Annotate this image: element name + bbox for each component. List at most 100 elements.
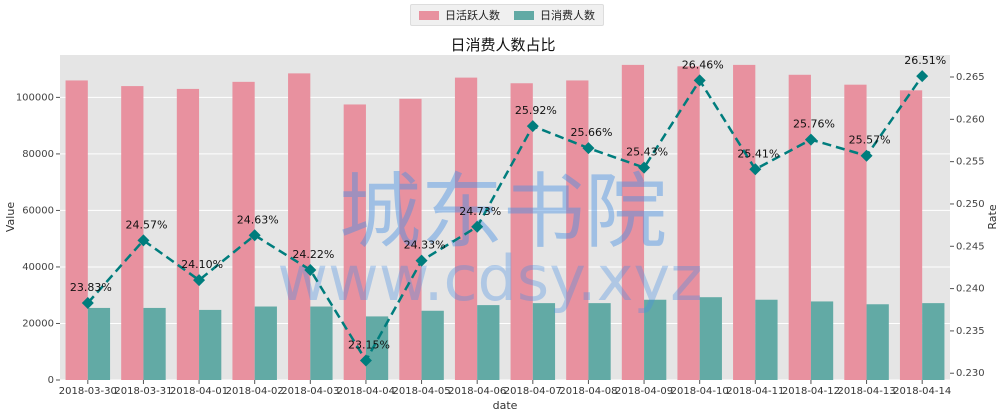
- legend-swatch-consumers: [514, 10, 534, 20]
- bar-active-users: [232, 81, 255, 380]
- legend-label-active: 日活跃人数: [445, 9, 500, 22]
- bar-active-users: [899, 90, 923, 381]
- legend-item-active: 日活跃人数: [419, 7, 500, 23]
- bar-active-users: [510, 83, 533, 381]
- bar-consumers: [922, 303, 945, 380]
- legend: 日活跃人数 日消费人数: [410, 4, 604, 26]
- bar-consumers: [588, 303, 611, 380]
- rate-point: [415, 254, 428, 267]
- x-tick-label: 2018-04-01: [170, 386, 228, 397]
- rate-point: [526, 120, 539, 133]
- rate-point: [638, 161, 651, 174]
- y-right-tick-label: 0.240: [956, 284, 985, 295]
- bar-active-users: [399, 98, 422, 380]
- rate-data-label: 23.83%: [70, 281, 112, 294]
- rate-data-label: 25.43%: [626, 146, 668, 159]
- x-tick-label: 2018-04-07: [504, 386, 562, 397]
- x-tick-label: 2018-04-06: [448, 386, 506, 397]
- rate-data-label: 26.51%: [904, 54, 946, 67]
- rate-data-label: 24.10%: [181, 258, 223, 271]
- rate-data-label: 23.15%: [348, 339, 390, 352]
- bar-active-users: [566, 80, 589, 380]
- y-right-tick-label: 0.235: [956, 326, 985, 337]
- rate-data-label: 25.76%: [793, 118, 835, 131]
- bar-active-users: [788, 74, 811, 381]
- rate-point: [248, 229, 261, 242]
- bar-consumers: [644, 299, 667, 380]
- bar-consumers: [866, 304, 889, 380]
- x-tick-label: 2018-04-13: [838, 386, 896, 397]
- y-left-tick-label: 20000: [22, 318, 54, 329]
- x-axis-label: date: [493, 399, 518, 412]
- x-tick-label: 2018-04-09: [615, 386, 673, 397]
- bar-active-users: [343, 104, 366, 381]
- x-tick-label: 2018-04-04: [337, 386, 395, 397]
- y-left-tick-label: 80000: [22, 149, 54, 160]
- bar-consumers: [532, 303, 556, 380]
- rate-data-label: 24.33%: [404, 239, 446, 252]
- rate-point: [749, 163, 762, 176]
- y-left-axis-label: Value: [4, 202, 17, 232]
- y-right-axis-label: Rate: [986, 204, 999, 229]
- bar-active-users: [677, 66, 700, 380]
- legend-swatch-active: [419, 10, 439, 20]
- x-tick-label: 2018-04-10: [671, 386, 729, 397]
- bar-consumers: [143, 307, 166, 380]
- watermark: www.cdsy.xyz: [277, 242, 702, 315]
- y-right-tick-label: 0.245: [956, 241, 985, 252]
- y-right-tick-label: 0.265: [956, 72, 985, 83]
- rate-data-label: 24.22%: [292, 248, 334, 261]
- rate-line: [86, 75, 924, 364]
- y-left-tick-label: 40000: [22, 262, 54, 273]
- bar-active-users: [65, 80, 88, 380]
- x-tick-label: 2018-04-11: [726, 386, 784, 397]
- bar-consumers: [699, 297, 722, 380]
- rate-point: [81, 296, 94, 309]
- bar-consumers: [310, 306, 333, 380]
- bar-consumers: [199, 309, 222, 380]
- legend-item-consumers: 日消费人数: [514, 7, 595, 23]
- rate-point: [916, 70, 929, 83]
- rate-point: [693, 74, 706, 87]
- rate-data-label: 25.66%: [570, 126, 612, 139]
- bar-active-users: [176, 88, 200, 381]
- rate-point: [804, 133, 817, 146]
- x-tick-label: 2018-04-14: [893, 386, 951, 397]
- rate-data-label: 24.63%: [237, 213, 279, 226]
- bar-consumers: [755, 299, 778, 380]
- x-tick-label: 2018-04-12: [782, 386, 840, 397]
- x-tick-label: 2018-04-05: [393, 386, 451, 397]
- y-left-tick-label: 100000: [16, 92, 54, 103]
- y-right-tick-label: 0.255: [956, 157, 985, 168]
- bar-consumers: [254, 306, 277, 380]
- legend-label-consumers: 日消费人数: [540, 9, 595, 22]
- bar-active-users: [621, 64, 645, 381]
- bar-active-users: [844, 84, 867, 380]
- bar-active-users: [733, 64, 756, 381]
- bar-consumers: [365, 316, 389, 380]
- x-tick-label: 2018-03-30: [59, 386, 117, 397]
- rate-data-label: 26.46%: [682, 58, 724, 71]
- plot-area: [60, 55, 950, 380]
- y-left-tick-label: 0: [48, 375, 54, 386]
- chart-title: 日消费人数占比: [450, 36, 556, 54]
- bar-consumers: [87, 307, 111, 380]
- watermark: 城东书院: [339, 165, 667, 260]
- bar-consumers: [477, 305, 500, 380]
- rate-point: [860, 149, 873, 162]
- rate-data-label: 25.57%: [849, 134, 891, 147]
- bar-consumers: [810, 301, 834, 380]
- bar-active-users: [288, 73, 311, 380]
- rate-data-label: 24.73%: [459, 205, 501, 218]
- rate-point: [359, 354, 372, 367]
- x-tick-label: 2018-03-31: [114, 386, 172, 397]
- rate-point: [582, 142, 595, 155]
- rate-point: [471, 220, 484, 233]
- rate-point: [137, 234, 150, 247]
- y-right-tick-label: 0.230: [956, 368, 985, 379]
- x-tick-label: 2018-04-03: [281, 386, 339, 397]
- x-tick-label: 2018-04-02: [226, 386, 284, 397]
- bar-active-users: [454, 77, 478, 380]
